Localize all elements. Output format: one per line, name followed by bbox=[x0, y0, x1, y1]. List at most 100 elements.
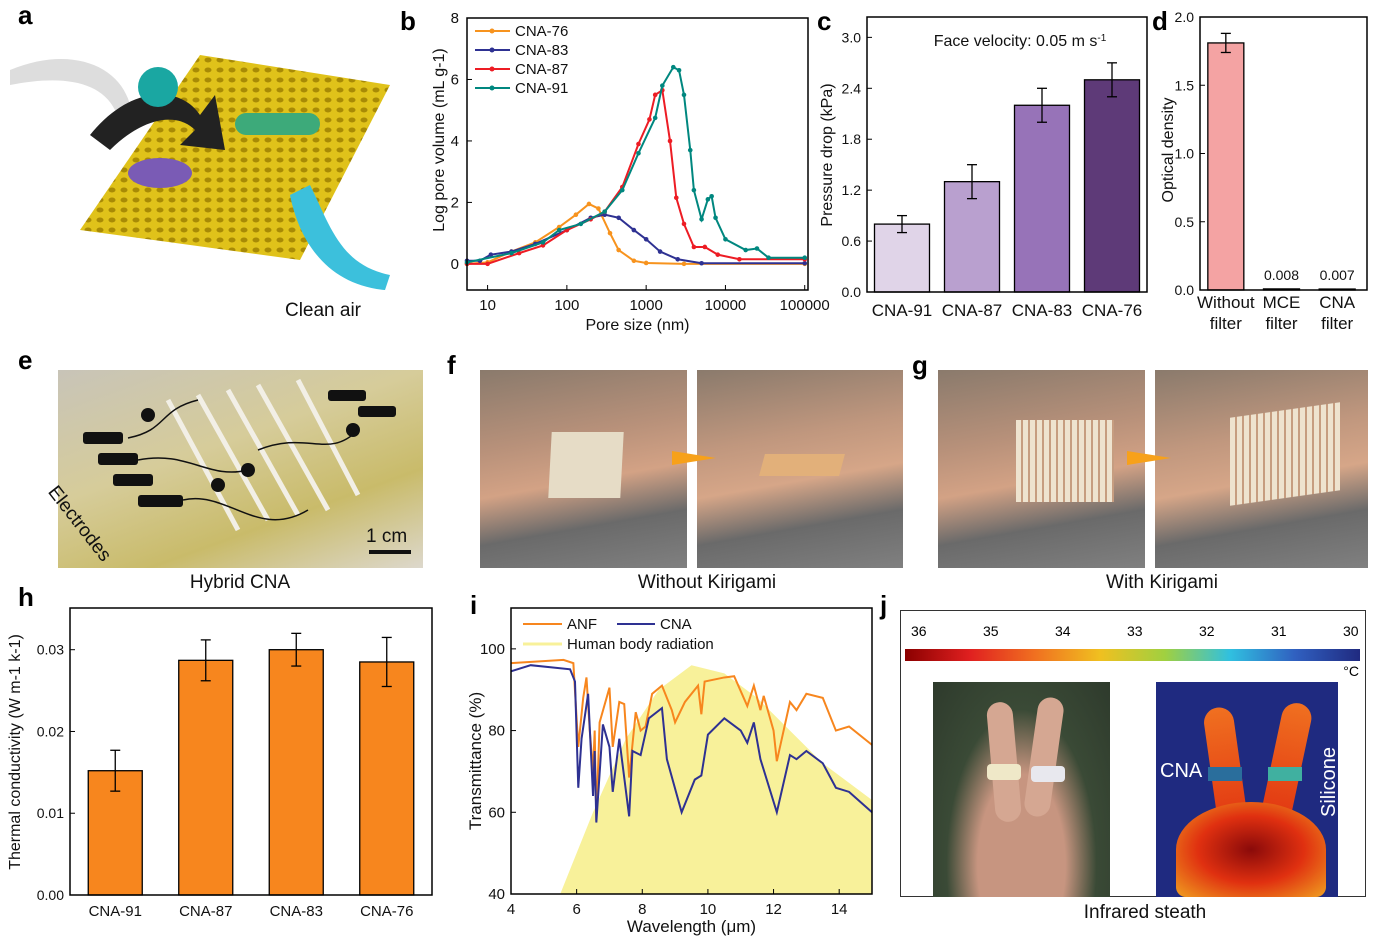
arm-photo-kirigami-after bbox=[1155, 370, 1368, 568]
x-tick-label: 14 bbox=[831, 901, 848, 918]
y-tick-label: 80 bbox=[488, 723, 505, 740]
category-label: filter bbox=[1265, 314, 1297, 333]
data-point bbox=[636, 141, 641, 147]
colorbar-tick: 30 bbox=[1343, 623, 1359, 639]
data-point bbox=[713, 215, 718, 221]
panel-label-a: a bbox=[18, 0, 33, 30]
scale-label: 1 cm bbox=[366, 526, 408, 547]
data-point bbox=[802, 255, 808, 261]
y-tick-label: 1.5 bbox=[1175, 77, 1195, 93]
y-tick-label: 4 bbox=[451, 133, 459, 150]
x-tick-label: 10 bbox=[479, 297, 496, 314]
data-point bbox=[607, 230, 613, 236]
category-label: CNA-91 bbox=[89, 903, 142, 920]
data-point bbox=[643, 260, 649, 266]
temperature-colorbar bbox=[905, 649, 1360, 661]
x-tick-label: 1000 bbox=[629, 297, 662, 314]
panel-label-f: f bbox=[447, 350, 456, 380]
category-label: filter bbox=[1210, 314, 1242, 333]
x-axis-label: Wavelength (μm) bbox=[627, 917, 756, 936]
infrared-panel: 36 35 34 33 32 31 30 °C CNA Silicone bbox=[900, 610, 1366, 897]
arm-photo-kirigami-before bbox=[938, 370, 1145, 568]
y-tick-label: 60 bbox=[488, 804, 505, 821]
y-axis-label: Optical density bbox=[1160, 98, 1177, 203]
y-tick-label: 1.0 bbox=[1175, 146, 1195, 162]
data-point bbox=[687, 147, 693, 153]
y-axis-label-b: Log pore volume (mL g-1) bbox=[431, 48, 448, 232]
data-point bbox=[596, 206, 601, 211]
legend-label: CNA-91 bbox=[515, 80, 568, 97]
x-tick-label: 6 bbox=[572, 901, 580, 918]
category-label: CNA-87 bbox=[942, 301, 1002, 320]
y-tick-label: 0.6 bbox=[842, 233, 862, 249]
data-label: 0.007 bbox=[1320, 267, 1355, 283]
data-point bbox=[616, 215, 621, 221]
y-tick-label: 1.2 bbox=[842, 182, 862, 198]
data-point bbox=[671, 64, 676, 70]
data-point bbox=[702, 244, 708, 250]
legend-label: Human body radiation bbox=[567, 636, 714, 653]
scale-bar bbox=[369, 550, 411, 554]
data-point bbox=[802, 260, 808, 266]
bacteria-rod bbox=[235, 113, 320, 135]
category-label: CNA-76 bbox=[1082, 301, 1142, 320]
data-point bbox=[636, 150, 641, 156]
colorbar-tick: 36 bbox=[911, 623, 927, 639]
colorbar-tick: 32 bbox=[1199, 623, 1215, 639]
series-line-CNA bbox=[510, 664, 873, 823]
y-tick-label: 0.02 bbox=[37, 723, 64, 739]
silicone-ring bbox=[1031, 766, 1065, 782]
y-tick-label: 40 bbox=[488, 886, 505, 903]
legend-marker bbox=[489, 85, 495, 91]
y-tick-label: 1.8 bbox=[842, 131, 862, 147]
bar bbox=[178, 659, 234, 896]
data-point bbox=[673, 195, 679, 201]
data-point bbox=[643, 236, 649, 242]
legend-label: CNA bbox=[660, 616, 692, 633]
legend-label: CNA-76 bbox=[515, 23, 568, 40]
series-line-CNA-87 bbox=[467, 88, 805, 265]
legend-marker bbox=[489, 66, 495, 72]
data-label: 0.008 bbox=[1264, 267, 1299, 283]
category-label: Without bbox=[1197, 293, 1255, 312]
colorbar-unit: °C bbox=[1343, 663, 1359, 679]
data-point bbox=[709, 193, 714, 199]
x-tick-label: 4 bbox=[507, 901, 515, 918]
arrow-right-icon bbox=[1127, 451, 1171, 465]
data-point bbox=[631, 258, 637, 264]
y-tick-label: 0.0 bbox=[842, 284, 862, 300]
data-point bbox=[754, 246, 760, 251]
arm-photo-after bbox=[697, 370, 903, 568]
data-point bbox=[681, 261, 687, 267]
data-point bbox=[723, 236, 728, 242]
arm-photo-before bbox=[480, 370, 687, 568]
data-point bbox=[488, 252, 494, 257]
data-point bbox=[691, 244, 697, 250]
data-point bbox=[616, 247, 621, 253]
y-tick-label: 0.00 bbox=[37, 887, 64, 903]
colorbar-tick: 31 bbox=[1271, 623, 1287, 639]
bar bbox=[1013, 104, 1071, 293]
category-label: MCE bbox=[1263, 293, 1301, 312]
plot-frame-i bbox=[510, 607, 873, 895]
data-point bbox=[681, 221, 687, 227]
legend-label: CNA-83 bbox=[515, 42, 568, 59]
fingers-infrared-image: CNA Silicone bbox=[1156, 682, 1340, 897]
data-point bbox=[705, 197, 711, 202]
series-line-CNA-76 bbox=[466, 202, 805, 265]
data-point bbox=[699, 217, 704, 222]
panel-label-e: e bbox=[18, 345, 33, 375]
colorbar-tick: 33 bbox=[1127, 623, 1143, 639]
caption-without-kirigami: Without Kirigami bbox=[637, 572, 777, 593]
y-tick-label: 3.0 bbox=[842, 29, 862, 45]
category-label: CNA-83 bbox=[1012, 301, 1072, 320]
data-point bbox=[631, 227, 637, 233]
silicone-label: Silicone bbox=[1318, 746, 1340, 817]
data-point bbox=[676, 67, 682, 73]
data-point bbox=[675, 256, 681, 262]
y-tick-label: 0.5 bbox=[1175, 214, 1195, 230]
data-point bbox=[737, 256, 742, 262]
y-tick-label: 2 bbox=[451, 194, 459, 211]
data-point bbox=[657, 249, 663, 254]
